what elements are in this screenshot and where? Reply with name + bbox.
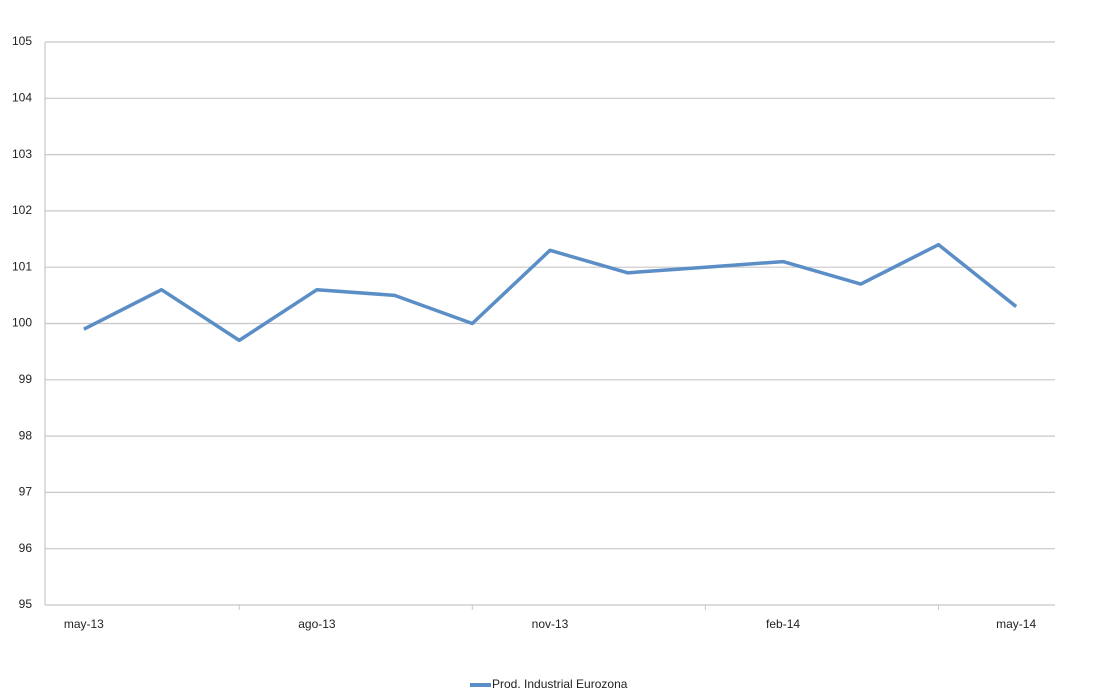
x-tick-label: ago-13 (298, 617, 336, 631)
x-tick-label: may-14 (996, 617, 1036, 631)
data-line (83, 242, 1018, 343)
y-tick-label: 101 (12, 259, 32, 273)
y-tick-label: 103 (12, 147, 32, 161)
y-tick-label: 97 (19, 485, 33, 499)
y-tick-label: 98 (19, 428, 33, 442)
y-tick-label: 99 (19, 372, 33, 386)
y-tick-label: 96 (19, 541, 33, 555)
y-tick-label: 102 (12, 203, 32, 217)
x-tick-label: nov-13 (532, 617, 569, 631)
x-tick-label: feb-14 (766, 617, 800, 631)
legend-label: Prod. Industrial Eurozona (492, 677, 628, 691)
x-tick-label: may-13 (64, 617, 104, 631)
y-tick-label: 104 (12, 90, 32, 104)
y-tick-label: 95 (19, 597, 33, 611)
y-tick-label: 100 (12, 316, 32, 330)
y-tick-label: 105 (12, 34, 32, 48)
